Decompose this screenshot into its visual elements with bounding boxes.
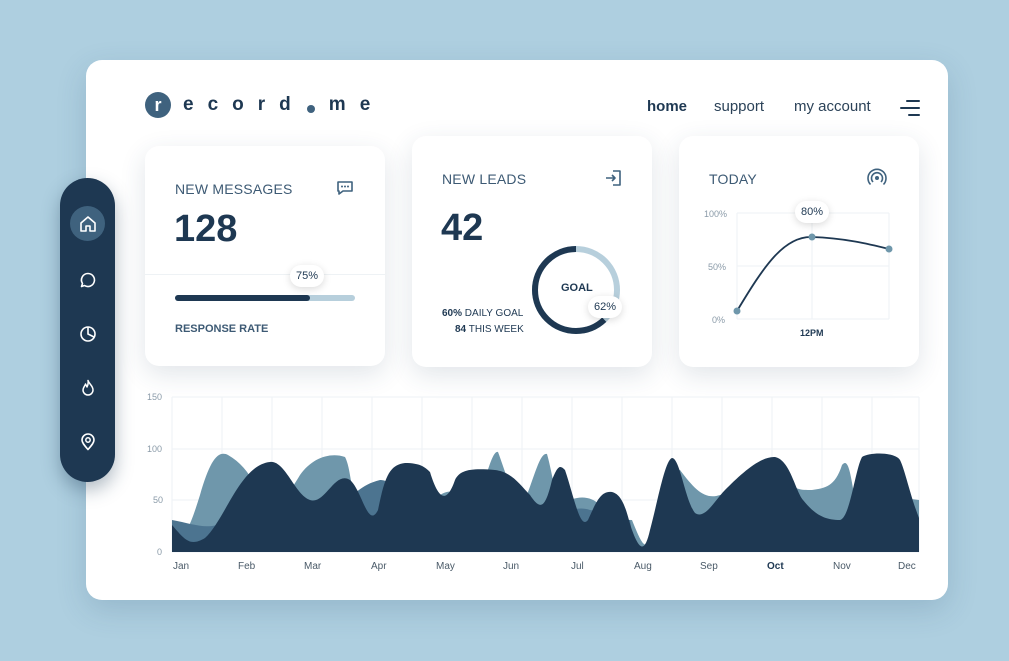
card-title: NEW MESSAGES [175, 181, 293, 197]
fire-icon[interactable] [70, 370, 105, 405]
y-tick: 0 [157, 547, 163, 557]
y-tick: 150 [147, 392, 163, 402]
logo-letter: c [207, 94, 219, 115]
week-label: THIS WEEK [468, 324, 524, 335]
goal-tooltip: 62% [588, 296, 623, 318]
today-card: TODAY 100% 50% 0% 12PM 80% [679, 136, 919, 367]
x-tick-month-highlight: Oct [767, 561, 784, 572]
x-tick-month: Jan [173, 561, 190, 572]
week-value: 84 [455, 324, 467, 335]
logo-dot [306, 105, 315, 113]
logo-letter: o [232, 94, 244, 115]
x-tick-month: Feb [238, 561, 256, 572]
divider [145, 274, 385, 275]
daily-goal-label: DAILY GOAL [464, 308, 524, 319]
brand-logo[interactable]: r e c o r d m e [145, 92, 384, 118]
sidebar [60, 178, 115, 482]
logo-letter: r [257, 94, 266, 115]
y-tick: 0% [712, 315, 726, 325]
y-tick: 100 [147, 444, 163, 454]
x-tick-month: Aug [634, 561, 652, 572]
new-leads-card: NEW LEADS 42 60% DAILY GOAL 84 THIS WEEK… [412, 136, 652, 367]
response-rate-tooltip: 75% [290, 265, 325, 287]
daily-goal: 60% DAILY GOAL [442, 308, 523, 319]
response-rate-fill [175, 295, 310, 301]
today-point [885, 245, 893, 253]
today-point [808, 233, 816, 241]
peak-tooltip: 80% [795, 201, 830, 223]
nav-home[interactable]: home [647, 98, 688, 115]
card-title: NEW LEADS [442, 171, 527, 187]
menu-icon[interactable] [900, 99, 920, 117]
leads-count: 42 [441, 207, 484, 249]
x-tick: 12PM [800, 328, 824, 338]
y-tick: 50% [708, 262, 727, 272]
response-rate-label: RESPONSE RATE [175, 323, 269, 335]
logo-letter: d [279, 94, 291, 115]
daily-goal-pct: 60% [442, 308, 463, 319]
card-title: TODAY [709, 171, 757, 187]
login-icon[interactable] [604, 169, 622, 192]
nav-support[interactable]: support [714, 98, 765, 115]
logo-letter: m [328, 94, 346, 115]
x-tick-month: May [436, 561, 455, 572]
x-tick-month: Sep [700, 561, 718, 572]
x-tick-month: Mar [304, 561, 322, 572]
pie-chart-icon[interactable] [70, 316, 105, 351]
response-rate-track [175, 295, 355, 301]
x-tick-month: Nov [833, 561, 851, 572]
goal-donut [532, 246, 620, 334]
logo-letter: e [183, 94, 194, 115]
messages-count: 128 [174, 208, 238, 250]
nav-my-account[interactable]: my account [794, 98, 871, 115]
today-point [733, 307, 741, 315]
weekly-leads: 84 THIS WEEK [455, 324, 524, 335]
y-tick: 50 [153, 495, 164, 505]
y-tick: 100% [704, 209, 728, 219]
logo-letter: e [359, 94, 371, 115]
x-tick-month: Jul [571, 561, 584, 572]
broadcast-icon[interactable] [866, 167, 888, 194]
goal-label: GOAL [561, 282, 593, 294]
logo-badge: r [145, 92, 171, 118]
x-tick-month: Apr [371, 561, 387, 572]
chat-bubble-icon[interactable] [336, 180, 354, 201]
new-messages-card: NEW MESSAGES 128 75% RESPONSE RATE [145, 146, 385, 366]
chat-icon[interactable] [70, 262, 105, 297]
location-icon[interactable] [70, 424, 105, 459]
x-tick-month: Dec [898, 561, 916, 572]
home-icon[interactable] [70, 206, 105, 241]
x-tick-month: Jun [503, 561, 520, 572]
